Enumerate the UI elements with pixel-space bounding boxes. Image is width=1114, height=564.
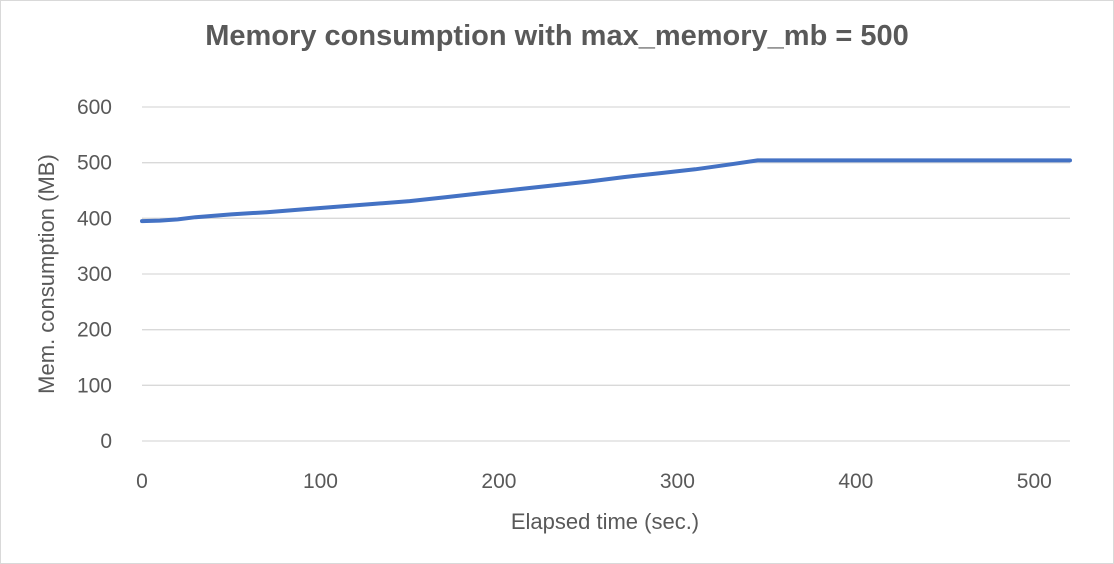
- x-tick-label: 0: [136, 470, 148, 493]
- y-tick-label: 200: [77, 319, 112, 342]
- y-tick-label: 400: [77, 207, 112, 230]
- x-tick-label: 200: [481, 470, 516, 493]
- y-tick-label: 600: [77, 96, 112, 119]
- chart-title: Memory consumption with max_memory_mb = …: [205, 20, 909, 52]
- x-tick-labels: 0 100 200 300 400 500: [136, 470, 1052, 493]
- y-axis-label: Mem. consumption (MB): [34, 154, 59, 394]
- y-tick-label: 100: [77, 374, 112, 397]
- y-tick-label: 0: [100, 430, 112, 453]
- x-tick-label: 100: [303, 470, 338, 493]
- gridlines: [142, 106, 1070, 442]
- x-tick-label: 500: [1017, 470, 1052, 493]
- y-tick-label: 300: [77, 263, 112, 286]
- series-line-0: [140, 158, 1072, 224]
- series-lines: [140, 158, 1072, 224]
- x-tick-label: 400: [838, 470, 873, 493]
- x-tick-label: 300: [660, 470, 695, 493]
- y-tick-label: 500: [77, 152, 112, 175]
- x-axis-label: Elapsed time (sec.): [511, 509, 699, 534]
- y-tick-labels: 0 100 200 300 400 500 600: [77, 96, 112, 453]
